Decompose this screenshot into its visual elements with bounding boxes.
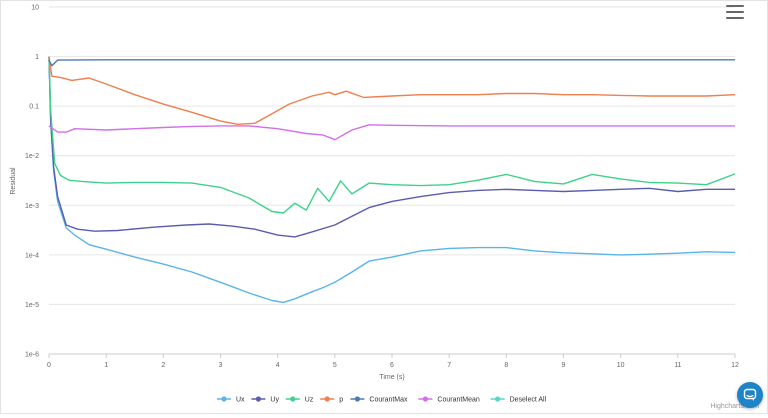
legend-item-uz[interactable]: Uz [285, 396, 314, 404]
hamburger-menu-icon-bar [726, 17, 744, 19]
x-tick-label: 12 [731, 362, 739, 369]
x-tick-label: 9 [562, 362, 566, 369]
hamburger-menu-icon-bar [726, 11, 744, 13]
legend: Ux Uy Uz p CourantMax CourantMean Deselect All [217, 396, 547, 404]
series-line-courantmax[interactable] [48, 59, 735, 67]
y-tick-label: 1e-3 [25, 203, 39, 210]
series-line-uz[interactable] [48, 56, 736, 214]
grid-lines [49, 6, 735, 355]
legend-symbol-marker [354, 396, 360, 402]
x-tick-label: 1 [104, 362, 108, 369]
y-tick-label: 1e-2 [25, 153, 39, 160]
series-line-courantmean[interactable] [48, 124, 735, 141]
legend-label: CourantMax [369, 397, 408, 404]
x-tick-label: 0 [47, 362, 51, 369]
credits-link[interactable]: Highcharts.com [710, 403, 759, 410]
legend-symbol-marker [290, 396, 296, 402]
chat-button[interactable] [737, 382, 763, 408]
legend-item-p[interactable]: p [320, 396, 343, 404]
x-tick-label: 11 [674, 362, 681, 369]
y-tick-label: 1 [35, 54, 39, 61]
legend-symbol-marker [422, 396, 428, 402]
legend-label: p [339, 397, 343, 404]
x-tick-label: 7 [447, 362, 451, 369]
x-axis-title: Time (s) [379, 374, 404, 381]
x-tick-label: 6 [390, 362, 394, 369]
legend-label: Deselect All [510, 397, 547, 404]
y-tick-label: 1e-4 [25, 252, 39, 259]
legend-label: CourantMean [437, 397, 480, 404]
legend-item-deselect-all[interactable]: Deselect All [490, 396, 547, 404]
legend-item-ux[interactable]: Ux [217, 396, 245, 404]
y-tick-label: 1e-6 [25, 352, 39, 359]
x-tick-label: 5 [333, 362, 337, 369]
legend-symbol-marker [324, 396, 330, 402]
series-line-uy[interactable] [48, 56, 735, 238]
legend-symbol-marker [255, 396, 261, 402]
series-lines [48, 56, 736, 304]
y-tick-label: 1e-5 [25, 302, 39, 309]
x-tick-label: 2 [161, 362, 165, 369]
y-axis: 1e-6 1e-5 1e-4 1e-3 1e-2 0.1 1 10 [25, 5, 39, 359]
legend-label: Ux [236, 397, 245, 404]
legend-symbol-marker [495, 396, 501, 402]
chat-bubble-icon [743, 388, 757, 401]
x-tick-label: 8 [504, 362, 508, 369]
legend-item-courantmean[interactable]: CourantMean [418, 396, 480, 404]
legend-label: Uz [305, 397, 314, 404]
y-tick-label: 10 [31, 5, 39, 12]
x-axis: 0 1 2 3 4 5 6 7 8 9 10 11 12 [47, 353, 739, 369]
series-line-p[interactable] [48, 56, 736, 125]
legend-label: Uy [270, 397, 279, 404]
legend-item-courantmax[interactable]: CourantMax [350, 396, 408, 404]
y-axis-title: Residual [10, 167, 17, 195]
x-tick-label: 10 [617, 362, 625, 369]
legend-item-uy[interactable]: Uy [251, 396, 279, 404]
series-line-ux[interactable] [48, 56, 736, 304]
y-tick-label: 0.1 [29, 104, 39, 111]
x-tick-label: 3 [219, 362, 223, 369]
chart-menu-button[interactable] [726, 5, 744, 19]
legend-symbol-marker [221, 396, 227, 402]
x-tick-label: 4 [276, 362, 280, 369]
hamburger-menu-icon [726, 5, 744, 7]
